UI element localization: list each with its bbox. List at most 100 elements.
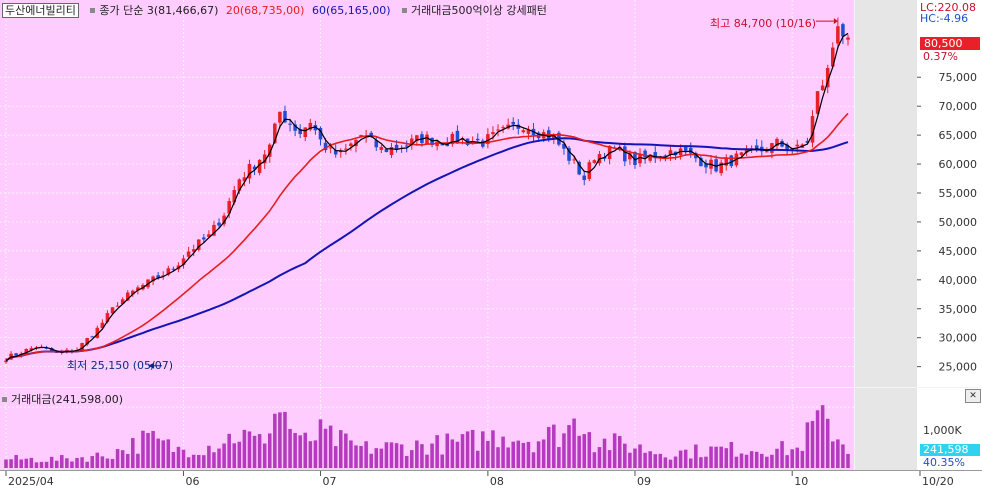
volume-bar bbox=[592, 452, 597, 468]
date-axis-svg: 2025/04 06 07 08 09 10 10/20 bbox=[5, 471, 954, 488]
candle-body bbox=[49, 347, 54, 352]
volume-chart-svg bbox=[0, 388, 854, 470]
y-tick-label: 65,000 bbox=[939, 129, 978, 142]
volume-bar bbox=[734, 456, 739, 468]
candle-body bbox=[318, 127, 323, 140]
y-tick-label: 50,000 bbox=[939, 216, 978, 229]
candle-body bbox=[836, 26, 840, 44]
candle-body bbox=[338, 150, 343, 153]
lc-readout: LC:220.08 bbox=[920, 1, 977, 14]
volume-bar bbox=[724, 448, 729, 468]
price-axis-svg: 25,000 30,000 35,000 40,000 45,000 50,000 55,0… bbox=[917, 71, 978, 374]
candle-body bbox=[841, 24, 845, 37]
volume-bar bbox=[445, 433, 450, 468]
candle-body bbox=[379, 146, 384, 150]
candle-body bbox=[4, 360, 8, 363]
candle-body bbox=[293, 124, 297, 131]
volume-bar bbox=[638, 444, 642, 468]
volume-bar bbox=[754, 451, 759, 468]
volume-bar bbox=[831, 441, 835, 468]
candle-body bbox=[186, 251, 191, 257]
volume-bar bbox=[125, 453, 130, 468]
candle-body bbox=[384, 148, 389, 153]
volume-bar bbox=[759, 453, 764, 468]
volume-bar bbox=[475, 450, 480, 468]
y-tick-label: 35,000 bbox=[939, 303, 978, 316]
volume-bar bbox=[257, 434, 262, 468]
volume-bar bbox=[349, 440, 353, 468]
candle-body bbox=[95, 327, 100, 338]
volume-right-margin bbox=[855, 388, 917, 470]
candle-body bbox=[207, 234, 211, 238]
volume-bar bbox=[262, 443, 267, 468]
volume-bar bbox=[313, 440, 318, 468]
candle-body bbox=[511, 121, 516, 125]
volume-bar bbox=[344, 433, 348, 468]
volume-bar bbox=[166, 439, 171, 468]
candle-body bbox=[288, 123, 292, 125]
candle-body bbox=[151, 276, 155, 282]
candle-body bbox=[24, 348, 29, 354]
candle-body bbox=[181, 258, 186, 265]
volume-bar bbox=[470, 429, 475, 468]
volume-bar bbox=[815, 410, 820, 468]
candle-body bbox=[704, 163, 708, 168]
candle-body bbox=[115, 305, 120, 307]
stock-title[interactable]: 두산에너빌리티 bbox=[2, 3, 79, 18]
volume-bar bbox=[394, 443, 399, 468]
y-tick-label: 75,000 bbox=[939, 71, 978, 84]
volume-bar bbox=[222, 443, 226, 468]
y-tick-label: 55,000 bbox=[939, 187, 978, 200]
candle-body bbox=[521, 130, 526, 133]
volume-axis[interactable]: ✕ 1,000K 241,598 40.35% bbox=[917, 388, 982, 470]
volume-bar bbox=[653, 454, 658, 468]
candle-body bbox=[303, 127, 308, 138]
close-pane-button[interactable]: ✕ bbox=[965, 389, 981, 403]
volume-bar bbox=[293, 432, 297, 468]
date-axis[interactable]: 2025/04 06 07 08 09 10 10/20 bbox=[0, 470, 982, 490]
volume-bar bbox=[110, 458, 115, 468]
x-tick-label: 07 bbox=[322, 475, 336, 488]
filter-legend: 거래대금500억이상 강세패턴 bbox=[411, 4, 547, 17]
candle-body bbox=[694, 152, 698, 159]
volume-bar bbox=[729, 441, 734, 468]
volume-bar bbox=[171, 451, 176, 468]
candle-body bbox=[105, 313, 110, 323]
volume-bar bbox=[536, 441, 541, 468]
candle-body bbox=[65, 349, 69, 351]
candle-body bbox=[572, 159, 576, 161]
last-price-badge: 80,500 bbox=[920, 37, 980, 50]
volume-bar bbox=[24, 458, 29, 468]
volume-bar bbox=[176, 446, 181, 468]
candle-body bbox=[562, 143, 566, 149]
volume-bar bbox=[800, 450, 805, 468]
candle-body bbox=[496, 129, 500, 131]
volume-bar bbox=[242, 429, 247, 468]
candle-body bbox=[410, 138, 414, 145]
candle-body bbox=[166, 268, 171, 275]
y-tick-label: 30,000 bbox=[939, 332, 978, 345]
volume-bar bbox=[420, 444, 424, 468]
volume-bar bbox=[486, 440, 490, 468]
price-pane[interactable]: 두산에너빌리티 종가 단순 3(81,466,67) 20(68,735,00)… bbox=[0, 0, 854, 387]
ma20-line bbox=[5, 112, 849, 362]
volume-bar bbox=[780, 441, 784, 468]
ma3-line bbox=[5, 32, 849, 362]
volume-bars bbox=[4, 405, 850, 468]
volume-bar bbox=[678, 450, 683, 468]
volume-bar bbox=[531, 452, 536, 468]
price-grid bbox=[0, 0, 854, 387]
candle-body bbox=[567, 148, 571, 161]
x-tick-label: 08 bbox=[490, 475, 504, 488]
volume-bar bbox=[247, 431, 252, 468]
volume-bar bbox=[633, 448, 637, 468]
candle-body bbox=[227, 201, 231, 214]
volume-bar bbox=[207, 445, 211, 468]
price-axis[interactable]: 25,000 30,000 35,000 40,000 45,000 50,000 55,0… bbox=[917, 0, 982, 387]
volume-pane[interactable]: 거래대금(241,598,00) bbox=[0, 388, 854, 470]
candle-body bbox=[156, 275, 160, 278]
candles bbox=[4, 17, 850, 364]
candle-body bbox=[349, 143, 353, 147]
volume-bar bbox=[739, 453, 744, 468]
volume-bar bbox=[415, 440, 419, 468]
